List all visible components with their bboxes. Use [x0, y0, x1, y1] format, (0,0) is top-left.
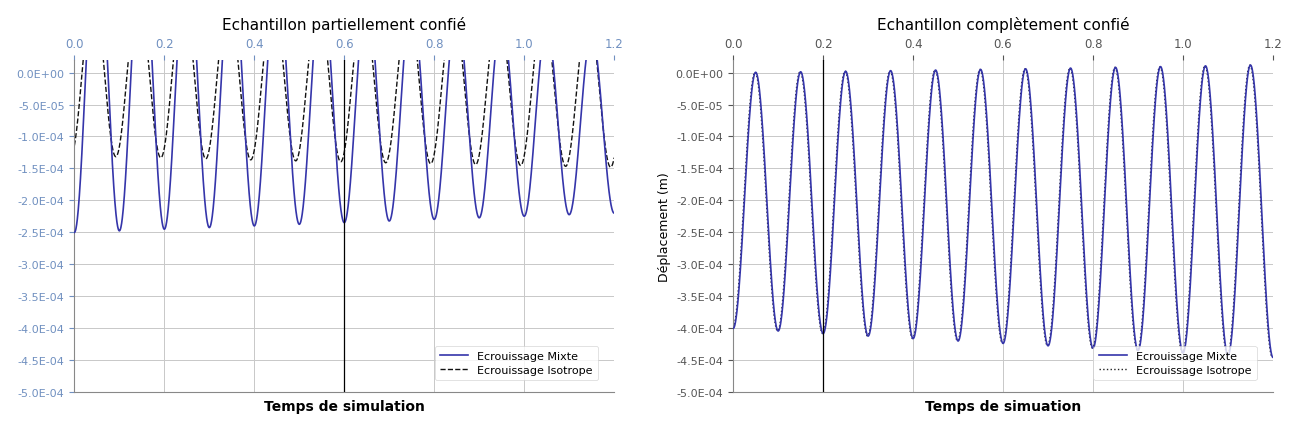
Legend: Ecrouissage Mixte, Ecrouissage Isotrope: Ecrouissage Mixte, Ecrouissage Isotrope	[1094, 346, 1256, 380]
Y-axis label: Déplacement (m): Déplacement (m)	[659, 172, 672, 281]
Ecrouissage Isotrope	[457, 95, 473, 100]
Ecrouissage Mixte	[772, 326, 787, 331]
Ecrouissage Mixte	[451, 10, 466, 15]
Ecrouissage Mixte	[1265, 355, 1281, 360]
Line: Ecrouissage Mixte: Ecrouissage Mixte	[733, 66, 1273, 358]
Line: Ecrouissage Mixte: Ecrouissage Mixte	[74, 0, 614, 233]
Ecrouissage Mixte	[1243, 63, 1259, 68]
Ecrouissage Isotrope	[1177, 347, 1192, 352]
Ecrouissage Mixte	[924, 87, 939, 92]
Ecrouissage Mixte	[725, 326, 740, 331]
Ecrouissage Isotrope	[518, 146, 534, 151]
Ecrouissage Mixte	[457, 78, 473, 83]
Ecrouissage Mixte	[518, 212, 534, 218]
Ecrouissage Isotrope	[607, 156, 622, 161]
Ecrouissage Mixte	[1109, 68, 1125, 73]
Ecrouissage Mixte	[1116, 154, 1131, 160]
Ecrouissage Isotrope	[603, 165, 618, 170]
Line: Ecrouissage Isotrope: Ecrouissage Isotrope	[74, 0, 614, 168]
Ecrouissage Isotrope	[451, 22, 466, 27]
X-axis label: Temps de simulation: Temps de simulation	[264, 399, 425, 413]
Ecrouissage Isotrope	[1116, 165, 1131, 170]
Ecrouissage Isotrope	[255, 77, 270, 82]
Ecrouissage Isotrope	[113, 133, 129, 138]
Title: Echantillon complètement confié: Echantillon complètement confié	[877, 17, 1129, 33]
Ecrouissage Isotrope	[1265, 354, 1281, 359]
Ecrouissage Isotrope	[913, 261, 929, 267]
Legend: Ecrouissage Mixte, Ecrouissage Isotrope: Ecrouissage Mixte, Ecrouissage Isotrope	[435, 346, 598, 380]
Ecrouissage Isotrope	[725, 326, 740, 331]
Line: Ecrouissage Isotrope: Ecrouissage Isotrope	[733, 66, 1273, 357]
Ecrouissage Mixte	[913, 271, 929, 276]
Ecrouissage Mixte	[255, 157, 270, 162]
Ecrouissage Isotrope	[265, 0, 281, 1]
Ecrouissage Isotrope	[1109, 70, 1125, 75]
Ecrouissage Isotrope	[1242, 63, 1257, 68]
Ecrouissage Isotrope	[772, 323, 787, 328]
Ecrouissage Mixte	[66, 230, 82, 236]
Ecrouissage Mixte	[113, 224, 129, 229]
Ecrouissage Isotrope	[1265, 355, 1281, 360]
Ecrouissage Isotrope	[924, 82, 939, 87]
X-axis label: Temps de simuation: Temps de simuation	[925, 399, 1081, 413]
Ecrouissage Mixte	[1177, 349, 1192, 354]
Ecrouissage Mixte	[607, 211, 622, 216]
Ecrouissage Isotrope	[66, 144, 82, 149]
Title: Echantillon partiellement confié: Echantillon partiellement confié	[222, 17, 466, 33]
